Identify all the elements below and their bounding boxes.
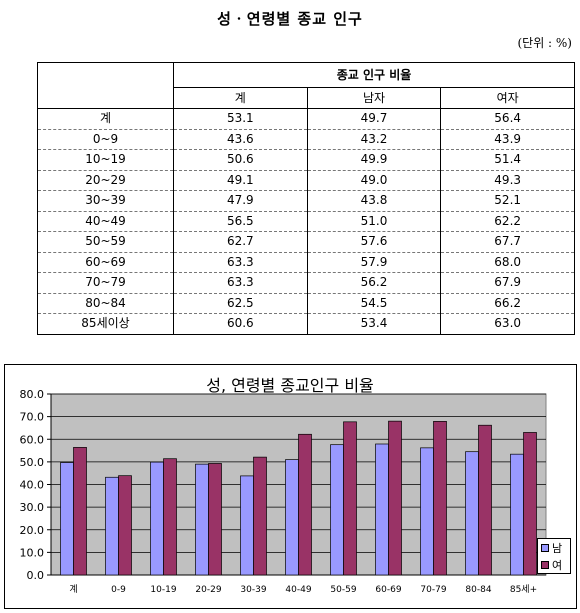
chart-legend: 남 여 bbox=[537, 538, 571, 574]
unit-note: (단위 : %) bbox=[517, 36, 572, 50]
x-tick-label: 80-84 bbox=[465, 585, 491, 595]
bar-male bbox=[465, 451, 479, 576]
table-row: 0~9 43.6 43.2 43.9 bbox=[37, 128, 575, 150]
table-row: 10~19 50.6 49.9 51.4 bbox=[37, 149, 575, 171]
x-tick-label: 0-9 bbox=[111, 585, 126, 595]
y-tick-label: 0.0 bbox=[27, 569, 45, 582]
row-label-cell: 80~84 bbox=[37, 292, 174, 314]
row-label-cell: 85세이상 bbox=[37, 313, 174, 335]
x-tick-label: 10-19 bbox=[150, 585, 176, 595]
y-tick-label: 50.0 bbox=[20, 456, 45, 469]
male-cell: 54.5 bbox=[306, 292, 442, 314]
bar-male bbox=[420, 447, 434, 576]
legend-item-female: 여 bbox=[538, 556, 570, 573]
bar-male bbox=[510, 453, 524, 576]
y-tick-label: 30.0 bbox=[20, 501, 45, 514]
x-tick-label: 70-79 bbox=[420, 585, 446, 595]
y-tick-label: 60.0 bbox=[20, 433, 45, 446]
x-tick-label: 20-29 bbox=[195, 585, 221, 595]
bar-male bbox=[330, 444, 344, 576]
male-cell: 53.4 bbox=[306, 313, 442, 335]
legend-item-male: 남 bbox=[538, 539, 570, 556]
column-header-total: 계 bbox=[173, 87, 308, 109]
bar-female bbox=[73, 447, 87, 576]
bar-female bbox=[253, 456, 267, 576]
table-row: 30~39 47.9 43.8 52.1 bbox=[37, 190, 575, 212]
bar-female bbox=[298, 433, 312, 576]
bar-female bbox=[208, 463, 222, 576]
page-title: 성ㆍ연령별 종교 인구 bbox=[217, 10, 363, 28]
legend-label-male: 남 bbox=[552, 541, 563, 555]
table-group-header: 종교 인구 비율 bbox=[173, 62, 575, 88]
legend-swatch-female bbox=[541, 560, 549, 569]
bar-male bbox=[285, 459, 299, 576]
bar-female bbox=[343, 421, 357, 576]
male-cell: 57.9 bbox=[306, 251, 442, 273]
bar-female bbox=[118, 475, 132, 576]
female-cell: 63.0 bbox=[440, 313, 575, 335]
data-table: 종교 인구 비율 계 남자 여자 계 53.1 49.7 56.4 0~9 43.6 43.… bbox=[37, 62, 575, 335]
y-tick-label: 80.0 bbox=[20, 388, 45, 401]
bar-male bbox=[375, 443, 389, 576]
total-cell: 47.9 bbox=[173, 190, 308, 212]
legend-label-female: 여 bbox=[552, 558, 563, 572]
table-body: 계 53.1 49.7 56.4 0~9 43.6 43.2 43.9 10~19 50.6 49.… bbox=[37, 108, 575, 335]
chart-title: 성, 연령별 종교인구 비율 bbox=[206, 376, 374, 395]
column-header-female: 여자 bbox=[440, 87, 575, 109]
bar-male bbox=[150, 461, 164, 576]
table-row: 85세이상 60.6 53.4 63.0 bbox=[37, 313, 575, 335]
y-tick-label: 40.0 bbox=[20, 479, 45, 492]
y-tick-label: 10.0 bbox=[20, 546, 45, 559]
table-row: 80~84 62.5 54.5 66.2 bbox=[37, 292, 575, 314]
x-tick-label: 30-39 bbox=[240, 585, 266, 595]
total-cell: 63.3 bbox=[173, 251, 308, 273]
table-row: 60~69 63.3 57.9 68.0 bbox=[37, 251, 575, 273]
bar-female bbox=[163, 458, 177, 576]
bar-female bbox=[388, 420, 402, 576]
table-corner-cell bbox=[37, 62, 174, 109]
x-tick-label: 50-59 bbox=[330, 585, 356, 595]
y-tick-label: 70.0 bbox=[20, 411, 45, 424]
total-cell: 50.6 bbox=[173, 149, 308, 171]
male-cell: 49.0 bbox=[306, 169, 442, 191]
bar-female bbox=[478, 424, 492, 576]
table-row: 20~29 49.1 49.0 49.3 bbox=[37, 169, 575, 191]
bar-male bbox=[195, 463, 209, 576]
legend-swatch-male bbox=[541, 543, 549, 552]
bar-female bbox=[433, 421, 447, 576]
table-row: 70~79 63.3 56.2 67.9 bbox=[37, 272, 575, 294]
x-tick-label: 60-69 bbox=[375, 585, 401, 595]
y-tick-label: 20.0 bbox=[20, 524, 45, 537]
bar-male bbox=[60, 462, 74, 576]
male-cell: 49.7 bbox=[306, 108, 442, 130]
x-tick-label: 계 bbox=[69, 583, 77, 595]
bar-male bbox=[240, 475, 254, 576]
bar-male bbox=[105, 476, 119, 576]
x-tick-label: 40-49 bbox=[285, 585, 311, 595]
bar-female bbox=[523, 432, 537, 576]
x-tick-label: 85세+ bbox=[510, 584, 537, 595]
